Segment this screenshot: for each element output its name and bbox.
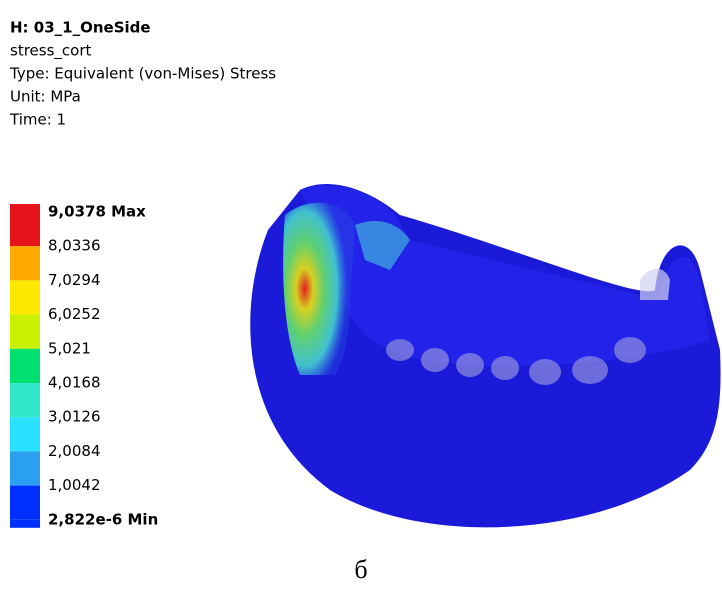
legend-band <box>10 315 40 349</box>
legend-band <box>10 486 40 520</box>
legend-band <box>10 417 40 451</box>
legend-band <box>10 520 40 528</box>
result-time: Time: 1 <box>9 111 66 129</box>
legend-label: 6,0252 <box>48 305 101 323</box>
legend-label: 8,0336 <box>48 237 101 255</box>
header: H: 03_1_OneSide stress_cort Type: Equiva… <box>9 19 276 129</box>
view: H: 03_1_OneSide stress_cort Type: Equiva… <box>0 0 722 608</box>
legend-band <box>10 212 40 246</box>
model <box>250 184 720 527</box>
result-object: stress_cort <box>10 42 91 61</box>
legend-band <box>10 383 40 417</box>
legend-band <box>10 280 40 314</box>
legend: 9,0378 Max 8,0336 7,0294 6,0252 5,021 4,0168 3… <box>10 203 158 529</box>
result-type: Type: Equivalent (von-Mises) Stress <box>9 65 276 83</box>
legend-label: 2,822e-6 Min <box>48 510 158 528</box>
legend-label: 1,0042 <box>48 476 101 494</box>
legend-band <box>10 349 40 383</box>
screenshot: H: 03_1_OneSide stress_cort Type: Equiva… <box>0 0 722 608</box>
result-name: H: 03_1_OneSide <box>10 19 151 37</box>
caption: б <box>354 555 367 584</box>
legend-label: 5,021 <box>48 339 91 357</box>
legend-label: 9,0378 Max <box>48 203 146 221</box>
legend-band <box>10 246 40 280</box>
legend-label: 7,0294 <box>48 271 101 289</box>
legend-band <box>10 204 40 212</box>
result-unit: Unit: MPa <box>10 88 81 106</box>
legend-label: 3,0126 <box>48 408 101 426</box>
legend-label: 2,0084 <box>48 442 101 460</box>
legend-band <box>10 451 40 485</box>
legend-label: 4,0168 <box>48 374 101 392</box>
